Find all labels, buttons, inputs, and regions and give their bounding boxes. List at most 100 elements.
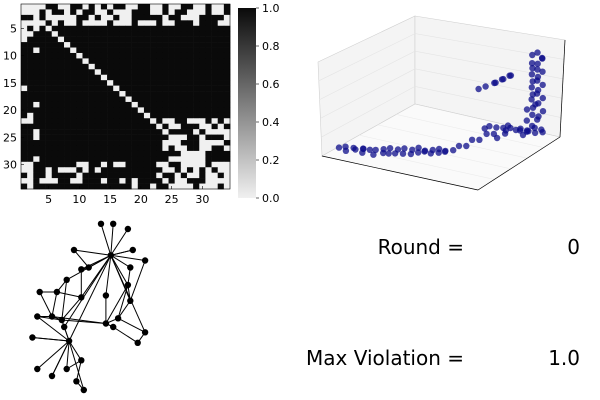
heatmap-cell <box>193 80 200 86</box>
heatmap-y-tick-label: 10 <box>3 50 17 63</box>
colorbar-tick-label: 0.8 <box>262 40 280 53</box>
heatmap-cell <box>45 36 53 43</box>
heatmap-cell <box>125 172 132 179</box>
heatmap-cell <box>205 31 212 37</box>
heatmap-cell <box>94 31 102 37</box>
heatmap-cell <box>156 47 163 54</box>
pane-grid-line <box>319 50 416 100</box>
heatmap-cell <box>137 118 145 124</box>
heatmap-cell <box>180 9 188 16</box>
heatmap-cell <box>70 9 77 16</box>
heatmap-cell <box>27 25 34 32</box>
heatmap-cell <box>94 107 102 114</box>
heatmap-cell <box>119 58 126 65</box>
heatmap-cell <box>143 156 151 163</box>
heatmap-cell <box>211 25 219 32</box>
heatmap-cell <box>211 52 219 59</box>
graph-node <box>78 294 85 301</box>
heatmap-cell <box>186 178 194 184</box>
heatmap-cell <box>125 161 132 168</box>
heatmap-cell <box>39 145 46 152</box>
heatmap-cell <box>199 91 206 97</box>
heatmap-cell <box>119 91 126 97</box>
heatmap-cell <box>162 178 169 184</box>
heatmap-cell <box>119 112 126 119</box>
heatmap-cell <box>76 31 83 37</box>
heatmap-cell <box>33 129 40 135</box>
graph-edge <box>117 317 146 333</box>
heatmap-cell <box>70 145 77 152</box>
heatmap-cell <box>57 58 65 65</box>
heatmap-cell <box>94 63 102 70</box>
heatmap-cell <box>150 69 157 76</box>
heatmap-cell <box>180 58 188 65</box>
heatmap-cell <box>119 123 126 130</box>
heatmap-cell <box>211 123 219 130</box>
heatmap-cell <box>21 150 28 157</box>
heatmap-cell <box>168 107 175 114</box>
heatmap-cell <box>107 80 114 86</box>
heatmap-cell <box>119 4 126 10</box>
heatmap-x-tick-label: 20 <box>134 193 148 206</box>
heatmap-cell <box>223 96 231 103</box>
heatmap-cell <box>205 85 212 92</box>
heatmap-cell <box>57 63 65 70</box>
heatmap-cell <box>39 31 46 37</box>
heatmap-cell <box>70 31 77 37</box>
heatmap-cell <box>193 96 200 103</box>
heatmap-cell <box>211 85 219 92</box>
heatmap-cell <box>150 91 157 97</box>
heatmap-cell <box>82 42 89 48</box>
heatmap-cell <box>82 52 89 59</box>
heatmap-cell <box>162 101 169 108</box>
heatmap-cell <box>88 172 96 179</box>
heatmap-cell <box>94 69 102 76</box>
heatmap-cell <box>217 58 225 65</box>
heatmap-cell <box>27 123 34 130</box>
heatmap-cell <box>21 167 28 173</box>
heatmap-cell <box>205 36 212 43</box>
heatmap-cell <box>21 9 28 16</box>
colorbar-tick-label: 0.2 <box>262 154 280 167</box>
heatmap-cell <box>45 74 53 81</box>
heatmap-cell <box>143 36 151 43</box>
graph-node <box>85 264 92 271</box>
heatmap-cell <box>64 80 71 86</box>
heatmap-cell <box>162 161 169 168</box>
heatmap-cell <box>162 80 169 86</box>
heatmap-cell <box>82 101 89 108</box>
heatmap-cell <box>143 20 151 27</box>
scatter-point <box>507 124 514 132</box>
heatmap-cell <box>94 145 102 152</box>
heatmap-cell <box>150 150 157 157</box>
heatmap-cell <box>82 167 89 173</box>
heatmap-cell <box>51 31 59 37</box>
heatmap-cell <box>45 178 53 184</box>
heatmap-cell <box>168 63 175 70</box>
heatmap-cell <box>51 134 59 141</box>
heatmap-cell <box>180 52 188 59</box>
heatmap-cell <box>51 80 59 86</box>
heatmap-cell <box>205 74 212 81</box>
heatmap-cell <box>70 178 77 184</box>
heatmap-cell <box>64 167 71 173</box>
heatmap-cell <box>180 80 188 86</box>
heatmap-cell <box>150 96 157 103</box>
heatmap-cell <box>174 150 182 157</box>
heatmap-cell <box>168 36 175 43</box>
heatmap-cell <box>125 63 132 70</box>
heatmap-cell <box>180 47 188 54</box>
heatmap-cell <box>64 9 71 16</box>
heatmap-cell <box>39 96 46 103</box>
heatmap-cell <box>33 85 40 92</box>
graph-node <box>63 365 70 373</box>
heatmap-cell <box>76 145 83 152</box>
heatmap-cell <box>113 145 120 152</box>
heatmap-cell <box>174 167 182 173</box>
heatmap-cell <box>217 69 225 76</box>
heatmap-cell <box>125 91 132 97</box>
heatmap-cell <box>64 134 71 141</box>
heatmap-cell <box>70 167 77 173</box>
heatmap-cell <box>119 134 126 141</box>
heatmap-cell <box>131 156 139 163</box>
